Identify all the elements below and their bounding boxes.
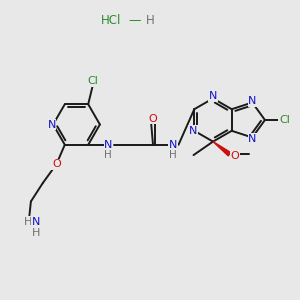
Text: N: N	[47, 119, 56, 130]
Text: H: H	[24, 217, 32, 226]
Text: O: O	[230, 151, 239, 161]
Text: N: N	[104, 140, 112, 150]
Text: HCl: HCl	[101, 14, 121, 28]
Text: H: H	[169, 150, 177, 160]
Text: Cl: Cl	[279, 115, 290, 125]
Text: N: N	[209, 91, 217, 101]
Text: H: H	[146, 14, 154, 28]
Text: H: H	[32, 228, 40, 238]
Polygon shape	[213, 142, 231, 156]
Text: N: N	[248, 96, 256, 106]
Text: N: N	[248, 134, 256, 144]
Text: Cl: Cl	[87, 76, 98, 86]
Text: O: O	[148, 114, 158, 124]
Text: H: H	[104, 150, 112, 160]
Text: N: N	[169, 140, 177, 150]
Text: —: —	[129, 14, 141, 28]
Text: O: O	[52, 159, 61, 169]
Text: N: N	[189, 126, 197, 136]
Text: N: N	[32, 217, 40, 226]
